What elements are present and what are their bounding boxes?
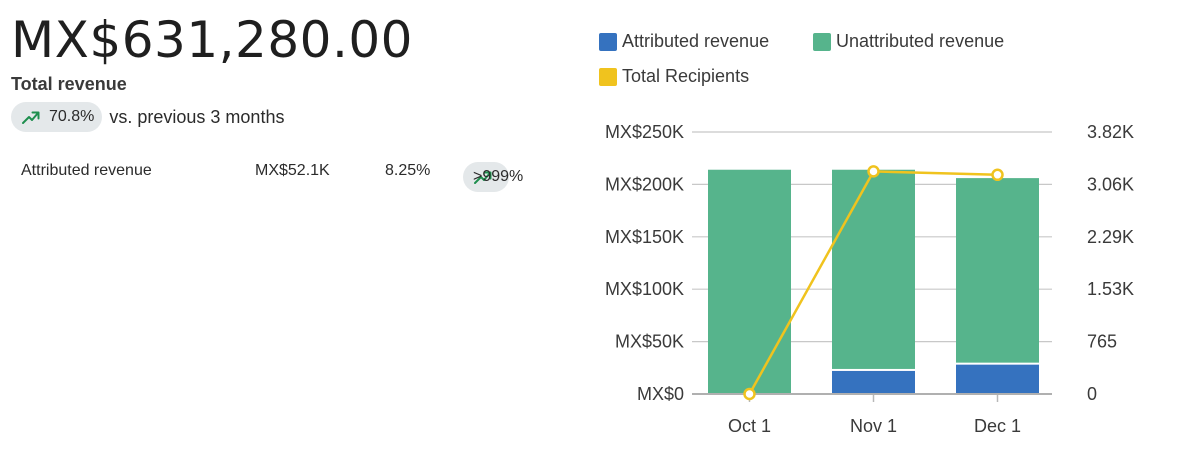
y-right-tick-label: 2.29K [1087, 227, 1134, 247]
legend-swatch-recipients [599, 67, 617, 86]
legend-unattributed[interactable]: Unattributed revenue [813, 31, 1004, 52]
chart-plot: MX$0 0 MX$50K 765 MX$100K 1.53K MX$150K 2.29K MX… [605, 122, 1134, 436]
y-left-tick-label: MX$0 [637, 384, 684, 404]
legend-label-attributed: Attributed revenue [622, 31, 770, 51]
legend-swatch-unattributed [813, 32, 831, 51]
trending-up-icon [22, 111, 40, 124]
legend-label-recipients: Total Recipients [622, 66, 750, 86]
metric-change: >999% [473, 168, 524, 185]
y-right-tick-label: 3.06K [1087, 174, 1134, 194]
bar-unattributed [956, 178, 1039, 363]
recipients-point [991, 168, 1004, 182]
y-left-tick-label: MX$100K [605, 279, 684, 299]
bar-attributed [956, 364, 1039, 394]
bar-unattributed [832, 169, 915, 369]
y-left-tick-label: MX$250K [605, 122, 684, 142]
change-row: 70.8% vs. previous 3 months [11, 102, 284, 132]
y-right-tick-label: 1.53K [1087, 279, 1134, 299]
metric-share: 8.25% [385, 162, 431, 179]
legend-attributed[interactable]: Attributed revenue [599, 31, 769, 52]
x-tick-label: Dec 1 [974, 416, 1021, 436]
recipients-point [867, 165, 880, 178]
compare-text: vs. previous 3 months [109, 106, 285, 127]
legend-swatch-attributed [599, 32, 617, 51]
trending-up-icon [474, 171, 492, 184]
revenue-chart: Attributed revenue Unattributed revenue … [580, 0, 1178, 467]
bar-attributed [832, 370, 915, 394]
y-right-tick-label: 0 [1087, 384, 1097, 404]
change-percent: 70.8% [49, 108, 95, 125]
legend-recipients[interactable]: Total Recipients [599, 66, 749, 87]
x-tick-label: Nov 1 [850, 416, 897, 436]
legend-label-unattributed: Unattributed revenue [836, 31, 1005, 51]
metric-change-badge: >999% [463, 162, 523, 192]
metric-value: MX$52.1K [255, 162, 330, 179]
y-right-tick-label: 3.82K [1087, 122, 1134, 142]
x-tick-label: Oct 1 [728, 416, 771, 436]
total-revenue-value: MX$631,280.00 [11, 11, 413, 69]
y-right-tick-label: 765 [1087, 332, 1117, 352]
recipients-point [743, 387, 756, 401]
change-badge: 70.8% [11, 102, 103, 132]
metric-row-attributed: Attributed revenue MX$52.1K 8.25% >999% [21, 156, 569, 192]
bar-unattributed [708, 169, 791, 394]
y-left-tick-label: MX$150K [605, 227, 684, 247]
y-left-tick-label: MX$200K [605, 174, 684, 194]
metric-name: Attributed revenue [21, 162, 152, 179]
total-revenue-label: Total revenue [11, 74, 127, 94]
y-left-tick-label: MX$50K [615, 332, 684, 352]
